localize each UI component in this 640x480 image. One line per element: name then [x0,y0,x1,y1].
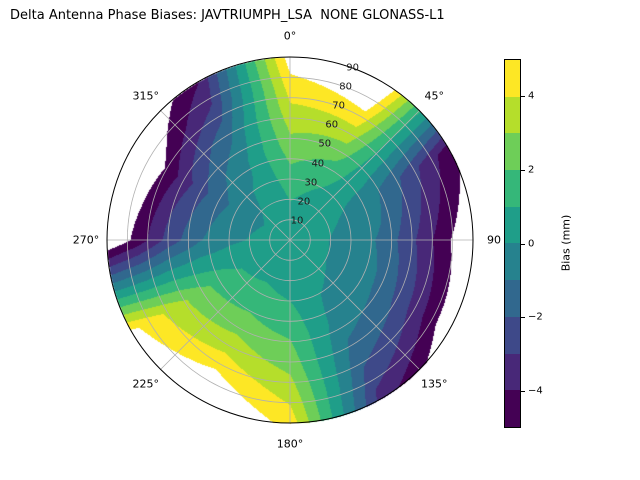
radial-tick-label: 20 [297,196,311,208]
colorbar-segment [505,390,520,427]
azimuth-spoke-gridline [289,110,420,241]
angular-tick-label: 180° [276,437,304,451]
colorbar-segment [505,206,520,244]
angular-tick-label: 135° [420,377,448,391]
radial-tick-label: 30 [304,177,318,189]
angular-tick-label: 90 [487,233,501,247]
colorbar-segment [505,133,520,171]
angular-tick-label: 270° [72,233,100,247]
colorbar-segment [505,280,520,317]
colorbar-segment [505,353,520,391]
colorbar-tick-mark [521,317,525,319]
colorbar-tick-label: 4 [528,90,535,102]
colorbar-axis-label: Bias (mm) [559,214,573,272]
colorbar-segment [505,60,520,97]
angular-tick-label: 315° [132,89,160,103]
colorbar-segment [505,170,520,207]
colorbar-segment [505,316,520,354]
polar-axes-outline [106,56,474,424]
radial-tick-label: 50 [318,138,332,150]
colorbar-segment [505,96,520,134]
colorbar-tick-label: −2 [528,311,543,323]
angular-tick-label: 0° [283,29,297,43]
radial-tick-label: 90 [346,62,359,74]
radial-tick-label: 70 [332,100,346,112]
angular-tick-label: 225° [132,377,160,391]
radial-tick-label: 10 [290,215,304,227]
radial-tick-label: 40 [311,158,325,170]
colorbar-tick-mark [521,243,525,245]
chart-title: Delta Antenna Phase Biases: JAVTRIUMPH_L… [10,8,445,23]
azimuth-spoke-gridline [160,110,291,241]
azimuth-spoke-gridline [160,239,291,370]
colorbar-tick-mark [521,95,525,97]
colorbar-tick-label: −4 [528,385,543,397]
colorbar-tick-label: 2 [528,164,535,176]
colorbar [504,59,521,428]
colorbar-segment [505,243,520,281]
radial-tick-label: 60 [325,119,339,131]
colorbar-tick-mark [521,391,525,393]
radial-tick-label: 80 [339,81,352,93]
colorbar-tick-mark [521,169,525,171]
azimuth-spoke-gridline [289,239,420,370]
colorbar-tick-label: 0 [528,238,535,249]
angular-tick-label: 45° [424,89,444,103]
